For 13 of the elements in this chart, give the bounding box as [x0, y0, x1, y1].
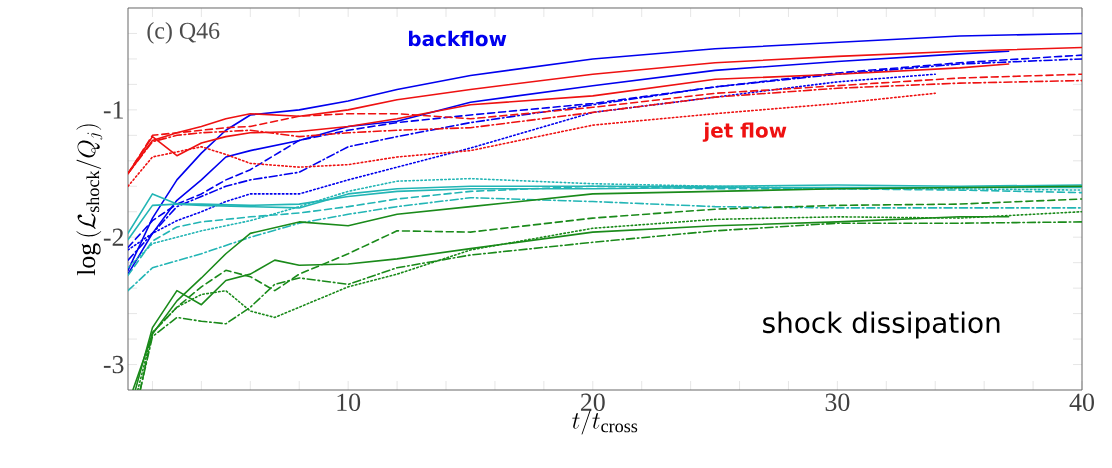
y-axis-title: $\log\left(\mathcal{L}_{\rm shock}/Q_j\right)$ [76, 124, 103, 276]
x-tick-label: 10 [337, 393, 361, 411]
annotation: shock dissipation [763, 311, 1000, 339]
x-tick-label: 20 [580, 393, 605, 411]
y-tick-label: -3 [103, 355, 124, 374]
y-tick-label: -2 [103, 228, 124, 246]
x-tick-label: 30 [825, 393, 850, 411]
annotation: backflow [408, 30, 507, 47]
annotation: jet flow [702, 122, 787, 142]
x-tick-label: 40 [1069, 393, 1094, 411]
annotation: (c) Q46 [147, 21, 220, 44]
y-tick-label: -1 [103, 101, 123, 119]
x-axis-title: $t/t_{\rm cross}$ [572, 409, 638, 435]
